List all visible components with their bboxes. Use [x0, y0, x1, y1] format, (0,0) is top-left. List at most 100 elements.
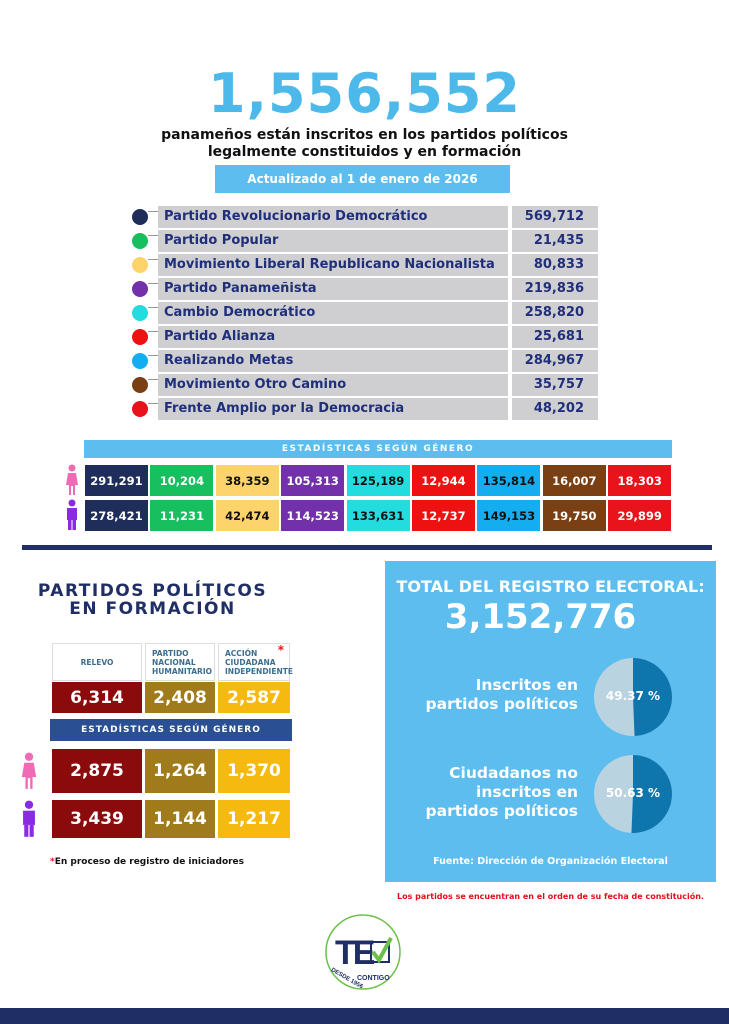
party-row: Partido Panameñista 219,836	[130, 278, 600, 300]
asterisk: *	[277, 643, 284, 657]
party-total: 35,757	[512, 374, 598, 396]
male-count: 19,750	[542, 500, 606, 531]
party-row: Partido Alianza 25,681	[130, 326, 600, 348]
formation-male: 1,217	[218, 800, 290, 838]
pie-label: Inscritos en partidos políticosInscritos…	[425, 676, 578, 713]
party-color-dot	[132, 329, 148, 345]
formation-party-name: RELEVO	[52, 643, 142, 681]
male-icon	[65, 499, 79, 535]
formation-male: 3,439	[52, 800, 142, 838]
female-count: 105,313	[281, 465, 345, 496]
divider	[22, 545, 712, 550]
formation-title-line1: PARTIDOS POLÍTICOS	[37, 581, 268, 601]
pie-percent: 49.37 %	[605, 689, 661, 703]
party-name: Frente Amplio por la Democracia	[158, 398, 508, 420]
pie-slice-value	[633, 658, 673, 736]
svg-text:TE: TE	[335, 934, 375, 972]
female-count: 16,007	[542, 465, 606, 496]
party-total: 25,681	[512, 326, 598, 348]
pie-chart	[594, 658, 673, 736]
footer-bar	[0, 1008, 729, 1024]
registry-box: TOTAL DEL REGISTRO ELECTORAL: 3,152,776 …	[385, 561, 716, 882]
party-name: Movimiento Liberal Republicano Nacionali…	[158, 254, 508, 276]
party-name: Partido Popular	[158, 230, 508, 252]
party-color-dot	[132, 281, 148, 297]
party-row: Movimiento Otro Camino 35,757	[130, 374, 600, 396]
female-count: 125,189	[346, 465, 410, 496]
party-total: 569,712	[512, 206, 598, 228]
gender-banner: ESTADÍSTICAS SEGÚN GÉNERO	[84, 440, 672, 458]
party-name: Partido Panameñista	[158, 278, 508, 300]
formation-female: 2,875	[52, 749, 142, 793]
party-total: 21,435	[512, 230, 598, 252]
female-count: 10,204	[150, 465, 214, 496]
pie-label: Ciudadanos no inscritos en partidos polí…	[425, 763, 578, 820]
registry-source: Fuente: Dirección de Organización Electo…	[433, 856, 668, 867]
footnote-text: En proceso de registro de iniciadores	[54, 857, 245, 867]
party-name: Cambio Democrático	[158, 302, 508, 324]
formation-total: 6,314	[52, 682, 142, 713]
party-color-dot	[132, 233, 148, 249]
male-count: 42,474	[215, 500, 279, 531]
pie-percent: 50.63 %	[605, 786, 661, 800]
female-count: 135,814	[477, 465, 541, 496]
party-row: Realizando Metas 284,967	[130, 350, 600, 372]
party-row: Cambio Democrático 258,820	[130, 302, 600, 324]
subtitle-line2: legalmente constituidos y en formación	[207, 144, 522, 160]
party-color-dot	[132, 209, 148, 225]
party-total: 284,967	[512, 350, 598, 372]
party-color-dot	[132, 353, 148, 369]
formation-total: 2,408	[145, 682, 215, 713]
svg-text:CONTIGO: CONTIGO	[357, 975, 390, 982]
registry-title: TOTAL DEL REGISTRO ELECTORAL:	[396, 577, 705, 596]
pie-chart	[594, 755, 672, 833]
formation-gender-banner: ESTADÍSTICAS SEGÚN GÉNERO	[50, 719, 292, 741]
registry-total: 3,152,776	[444, 597, 637, 637]
female-count: 12,944	[412, 465, 475, 496]
male-count: 278,421	[85, 500, 148, 531]
te-logo: TE CONTIGO DESDE 1956	[323, 912, 403, 992]
formation-male: 1,144	[145, 800, 215, 838]
formation-total: 2,587	[218, 682, 290, 713]
female-count: 38,359	[215, 465, 279, 496]
party-row: Partido Revolucionario Democrático 569,7…	[130, 206, 600, 228]
party-color-dot	[132, 305, 148, 321]
formation-party-name: ACCIÓN CIUDADANA INDEPENDIENTE *	[218, 643, 293, 681]
party-name: Partido Revolucionario Democrático	[158, 206, 508, 228]
male-count: 133,631	[346, 500, 410, 531]
formation-title: PARTIDOS POLÍTICOS EN FORMACIÓN	[30, 582, 275, 618]
date-banner: Actualizado al 1 de enero de 2026	[215, 165, 510, 193]
formation-title-line2: EN FORMACIÓN	[69, 599, 236, 619]
party-row: Movimiento Liberal Republicano Nacionali…	[130, 254, 600, 276]
party-total: 258,820	[512, 302, 598, 324]
female-count: 291,291	[85, 465, 148, 496]
male-count: 29,899	[608, 500, 672, 531]
pie-slice-value	[631, 755, 672, 833]
party-color-dot	[132, 257, 148, 273]
male-count: 12,737	[412, 500, 475, 531]
female-icon	[20, 752, 38, 794]
formation-footnote: *En proceso de registro de iniciadores	[50, 857, 244, 867]
female-count: 18,303	[608, 465, 672, 496]
female-icon	[65, 464, 79, 500]
party-total: 219,836	[512, 278, 598, 300]
male-count: 11,231	[150, 500, 214, 531]
party-name: Movimiento Otro Camino	[158, 374, 508, 396]
party-row: Frente Amplio por la Democracia 48,202	[130, 398, 600, 420]
total-affiliated: 1,556,552	[207, 62, 522, 125]
order-note: Los partidos se encuentran en el orden d…	[397, 892, 704, 901]
formation-female: 1,264	[145, 749, 215, 793]
formation-female: 1,370	[218, 749, 290, 793]
party-name: Partido Alianza	[158, 326, 508, 348]
party-name: Realizando Metas	[158, 350, 508, 372]
male-count: 149,153	[477, 500, 541, 531]
party-total: 48,202	[512, 398, 598, 420]
male-count: 114,523	[281, 500, 345, 531]
party-color-dot	[132, 401, 148, 417]
male-icon	[20, 800, 38, 842]
party-total: 80,833	[512, 254, 598, 276]
subtitle-line1: panameños están inscritos en los partido…	[161, 127, 568, 143]
te-logo-icon: TE CONTIGO DESDE 1956	[325, 914, 401, 991]
party-color-dot	[132, 377, 148, 393]
party-row: Partido Popular 21,435	[130, 230, 600, 252]
